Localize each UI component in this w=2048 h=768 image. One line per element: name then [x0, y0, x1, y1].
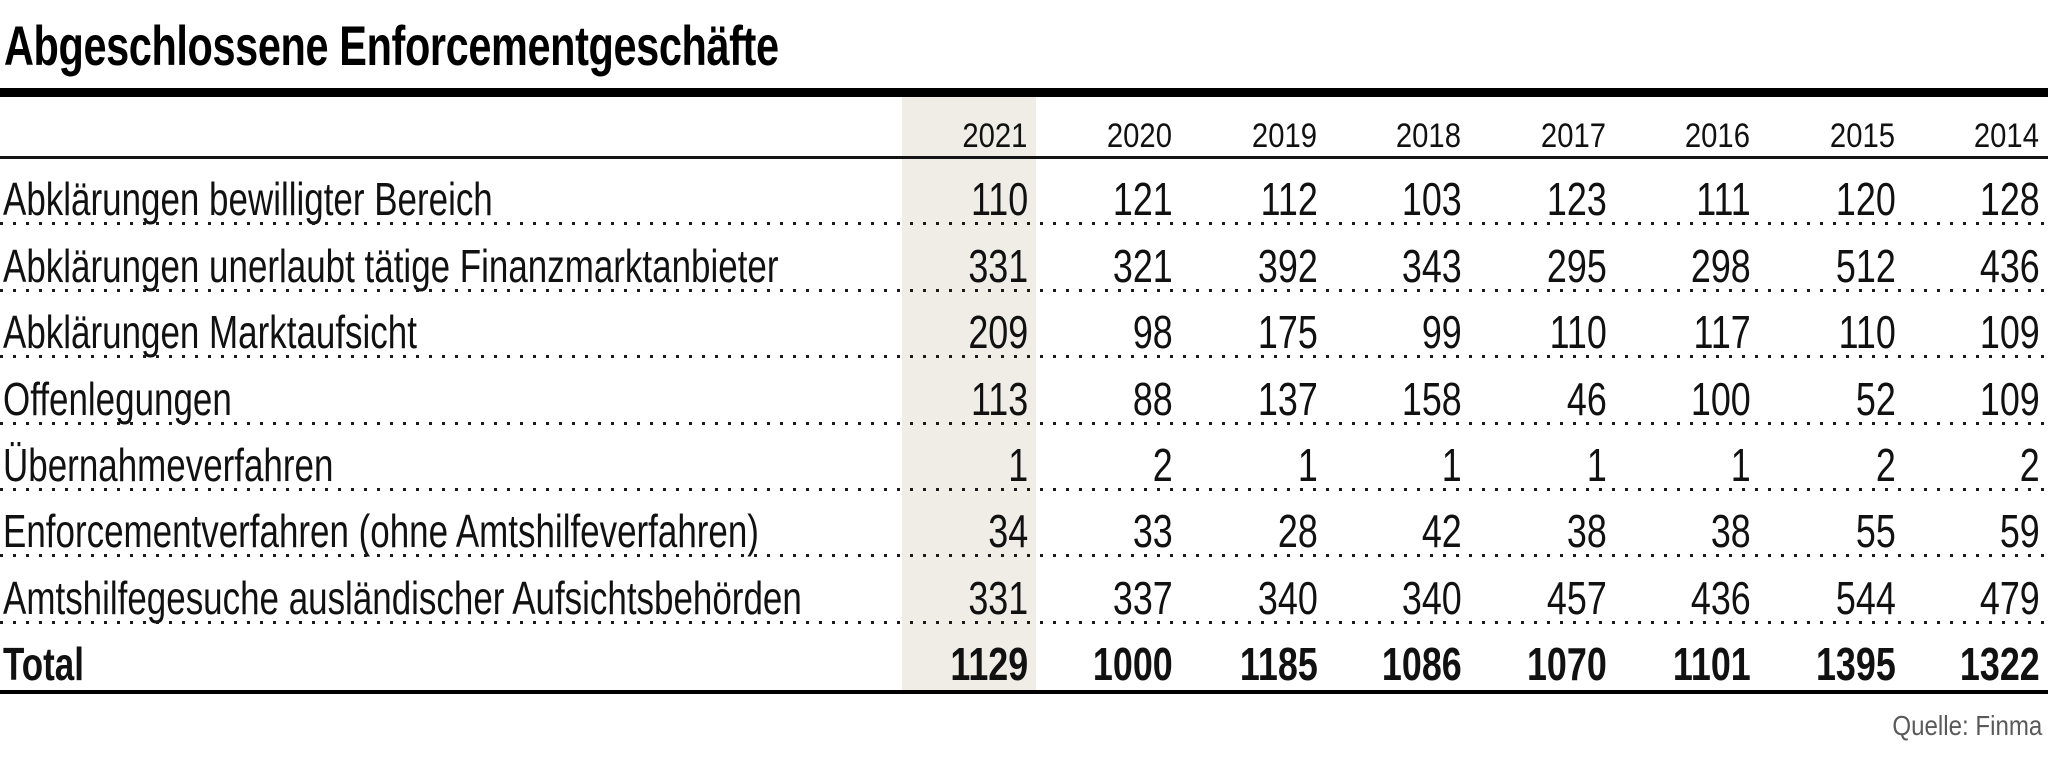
value-cell: 100 [1691, 372, 1752, 425]
value-cell: 28 [1277, 505, 1318, 558]
value-cell: 337 [1112, 571, 1173, 624]
year-header-2017: 2017 [1540, 117, 1606, 155]
header-rule [0, 156, 2048, 159]
value-cell: 111 [1696, 173, 1752, 226]
table-row: Enforcementverfahren (ohne Amtshilfeverf… [0, 491, 2048, 558]
value-cell: 295 [1546, 239, 1607, 292]
value-cell: 2 [1875, 438, 1896, 491]
value-cell: 38 [1566, 505, 1607, 558]
year-header-2015: 2015 [1829, 117, 1895, 155]
source-note: Quelle: Finma [1892, 710, 2042, 741]
year-header-2016: 2016 [1685, 117, 1751, 155]
value-cell: 1 [1008, 438, 1029, 491]
value-cell: 331 [968, 571, 1029, 624]
value-cell: 33 [1132, 505, 1173, 558]
value-cell: 2 [1152, 438, 1173, 491]
table-row: Offenlegungen 113 88 137 158 46 100 52 1… [0, 358, 2048, 425]
value-cell: 209 [968, 306, 1029, 359]
value-cell: 121 [1112, 173, 1173, 226]
total-value-cell: 1322 [1960, 638, 2041, 691]
row-label: Enforcementverfahren (ohne Amtshilfeverf… [3, 505, 759, 558]
total-value-cell: 1086 [1382, 638, 1462, 691]
value-cell: 436 [1691, 571, 1752, 624]
value-cell: 103 [1402, 173, 1462, 226]
year-header-2019: 2019 [1251, 117, 1317, 155]
row-label: Offenlegungen [3, 372, 232, 425]
value-cell: 340 [1257, 571, 1318, 624]
total-value-cell: 1070 [1526, 638, 1607, 691]
table-row: Abklärungen bewilligter Bereich 110 121 … [0, 159, 2048, 226]
value-cell: 331 [968, 239, 1029, 292]
row-label: Übernahmeverfahren [3, 438, 334, 491]
value-cell: 42 [1421, 505, 1462, 558]
total-row: Total 1129 1000 1185 1086 1070 1101 1395… [0, 624, 2048, 690]
value-cell: 46 [1566, 372, 1607, 425]
value-cell: 158 [1402, 372, 1462, 425]
total-row-label: Total [3, 638, 84, 691]
value-cell: 123 [1546, 173, 1607, 226]
value-cell: 321 [1112, 239, 1173, 292]
total-value-cell: 1129 [950, 638, 1029, 691]
value-cell: 175 [1257, 306, 1318, 359]
year-header-row: 2021 2020 2019 2018 2017 2016 2015 2014 [0, 97, 2048, 156]
row-label: Amtshilfegesuche ausländischer Aufsichts… [3, 571, 802, 624]
table-bottom-rule [0, 690, 2048, 694]
table-body: Abklärungen bewilligter Bereich 110 121 … [0, 159, 2048, 690]
value-cell: 109 [1980, 372, 2041, 425]
row-label: Abklärungen unerlaubt tätige Finanzmarkt… [3, 239, 779, 292]
value-cell: 544 [1835, 571, 1896, 624]
total-value-cell: 1395 [1815, 638, 1896, 691]
value-cell: 110 [1549, 306, 1607, 359]
table-row: Übernahmeverfahren 1 2 1 1 1 1 2 2 [0, 425, 2048, 492]
title-rule [0, 88, 2048, 97]
value-cell: 343 [1402, 239, 1462, 292]
value-cell: 113 [970, 372, 1029, 425]
total-value-cell: 1101 [1673, 638, 1752, 691]
value-cell: 110 [970, 173, 1029, 226]
year-header-2020: 2020 [1106, 117, 1172, 155]
value-cell: 128 [1980, 173, 2041, 226]
table-row: Abklärungen unerlaubt tätige Finanzmarkt… [0, 225, 2048, 293]
row-label: Abklärungen Marktaufsicht [3, 306, 417, 359]
value-cell: 52 [1855, 372, 1896, 425]
value-cell: 88 [1132, 372, 1173, 425]
value-cell: 340 [1402, 571, 1462, 624]
value-cell: 298 [1691, 239, 1752, 292]
value-cell: 1 [1731, 438, 1752, 491]
value-cell: 98 [1132, 306, 1173, 359]
value-cell: 392 [1257, 239, 1318, 292]
value-cell: 110 [1838, 306, 1896, 359]
year-header-2014: 2014 [1974, 117, 2040, 155]
value-cell: 1 [1441, 438, 1462, 491]
value-cell: 120 [1835, 173, 1896, 226]
value-cell: 1 [1586, 438, 1607, 491]
value-cell: 479 [1980, 571, 2041, 624]
total-value-cell: 1000 [1092, 638, 1173, 691]
value-cell: 112 [1260, 173, 1318, 226]
value-cell: 1 [1297, 438, 1318, 491]
year-header-2021: 2021 [962, 117, 1028, 155]
value-cell: 512 [1835, 239, 1896, 292]
table-row: Abklärungen Marktaufsicht 209 98 175 99 … [0, 292, 2048, 359]
row-label: Abklärungen bewilligter Bereich [3, 173, 493, 226]
value-cell: 109 [1980, 306, 2041, 359]
value-cell: 137 [1257, 372, 1318, 425]
table-row: Amtshilfegesuche ausländischer Aufsichts… [0, 557, 2048, 625]
value-cell: 99 [1421, 306, 1462, 359]
value-cell: 38 [1711, 505, 1752, 558]
value-cell: 55 [1855, 505, 1896, 558]
year-header-2018: 2018 [1396, 117, 1462, 155]
value-cell: 436 [1980, 239, 2041, 292]
value-cell: 457 [1546, 571, 1607, 624]
page-title: Abgeschlossene Enforcementgeschäfte [4, 14, 779, 77]
value-cell: 34 [988, 505, 1029, 558]
total-value-cell: 1185 [1239, 638, 1318, 691]
value-cell: 59 [2000, 505, 2041, 558]
value-cell: 117 [1693, 306, 1752, 359]
highlight-column-2021-band [902, 97, 1036, 691]
value-cell: 2 [2020, 438, 2041, 491]
